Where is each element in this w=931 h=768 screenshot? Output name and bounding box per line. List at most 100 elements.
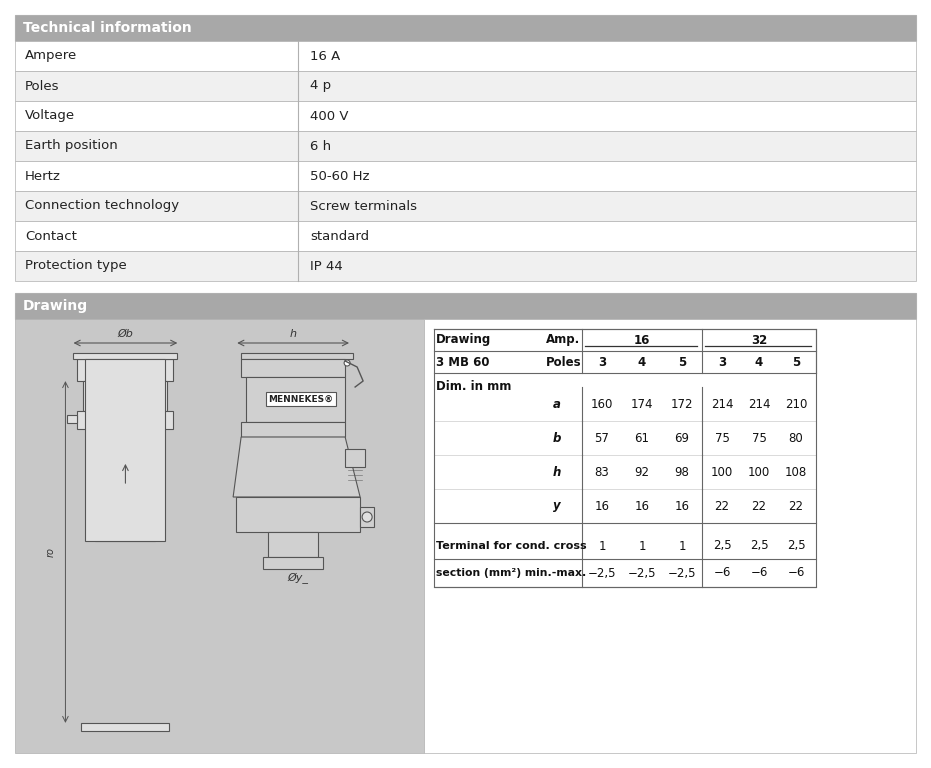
- Text: −2,5: −2,5: [587, 567, 616, 580]
- Bar: [236, 497, 360, 532]
- Text: ro: ro: [46, 547, 56, 557]
- Text: Øy_: Øy_: [288, 573, 308, 584]
- Text: 3 MB 60: 3 MB 60: [436, 356, 490, 369]
- Text: Øb: Øb: [117, 329, 133, 339]
- Text: 100: 100: [711, 465, 733, 478]
- Text: Terminal for cond. cross: Terminal for cond. cross: [436, 541, 587, 551]
- Text: Ampere: Ampere: [25, 49, 77, 62]
- Text: 16: 16: [634, 333, 650, 346]
- Text: 16 A: 16 A: [310, 49, 340, 62]
- Text: 174: 174: [630, 398, 654, 411]
- Text: 6 h: 6 h: [310, 140, 331, 153]
- Bar: [15, 251, 916, 281]
- Bar: [360, 507, 374, 527]
- Text: IP 44: IP 44: [310, 260, 343, 273]
- Bar: [15, 191, 916, 221]
- Text: 214: 214: [710, 398, 734, 411]
- Text: Earth position: Earth position: [25, 140, 117, 153]
- Text: −2,5: −2,5: [627, 567, 656, 580]
- Bar: [241, 353, 353, 359]
- Bar: [15, 319, 424, 753]
- Text: Connection technology: Connection technology: [25, 200, 179, 213]
- Bar: [77, 411, 173, 429]
- Bar: [77, 359, 173, 381]
- Bar: [103, 496, 147, 531]
- Text: 2,5: 2,5: [749, 539, 768, 552]
- Bar: [15, 221, 916, 251]
- Text: Screw terminals: Screw terminals: [310, 200, 417, 213]
- Bar: [15, 131, 916, 161]
- Bar: [15, 293, 916, 319]
- Text: standard: standard: [310, 230, 369, 243]
- Bar: [86, 359, 166, 541]
- Bar: [84, 381, 168, 411]
- Text: −6: −6: [713, 567, 731, 580]
- Text: 16: 16: [595, 499, 610, 512]
- Text: 16: 16: [635, 499, 650, 512]
- Text: 4: 4: [638, 356, 646, 369]
- Text: h: h: [553, 465, 561, 478]
- Text: 1: 1: [679, 539, 686, 552]
- Text: 69: 69: [674, 432, 690, 445]
- Text: −6: −6: [788, 567, 804, 580]
- Text: 3: 3: [598, 356, 606, 369]
- Text: MENNEKES®: MENNEKES®: [268, 395, 333, 403]
- Text: 98: 98: [675, 465, 690, 478]
- Text: 4: 4: [755, 356, 763, 369]
- Text: 75: 75: [715, 432, 729, 445]
- Text: Amp.: Amp.: [546, 333, 580, 346]
- Bar: [424, 319, 916, 753]
- Text: 210: 210: [785, 398, 807, 411]
- Text: 80: 80: [789, 432, 803, 445]
- Bar: [15, 41, 916, 71]
- Text: 2,5: 2,5: [787, 539, 805, 552]
- Text: 5: 5: [792, 356, 800, 369]
- Bar: [74, 353, 178, 359]
- Text: 50-60 Hz: 50-60 Hz: [310, 170, 370, 183]
- Text: −2,5: −2,5: [668, 567, 696, 580]
- Text: a: a: [553, 398, 561, 411]
- Circle shape: [362, 512, 372, 522]
- Bar: [241, 422, 345, 437]
- Text: 2,5: 2,5: [713, 539, 732, 552]
- Text: Drawing: Drawing: [23, 299, 88, 313]
- Text: Dim. in mm: Dim. in mm: [436, 380, 511, 393]
- Text: 3: 3: [718, 356, 726, 369]
- Text: 160: 160: [591, 398, 614, 411]
- Text: 172: 172: [670, 398, 694, 411]
- Text: h: h: [290, 329, 297, 339]
- Text: 5: 5: [678, 356, 686, 369]
- Text: 61: 61: [635, 432, 650, 445]
- Text: section (mm²) min.-max.: section (mm²) min.-max.: [436, 568, 587, 578]
- Bar: [15, 161, 916, 191]
- Bar: [246, 377, 345, 422]
- Text: b: b: [553, 432, 561, 445]
- Bar: [15, 15, 916, 41]
- Text: Voltage: Voltage: [25, 110, 75, 123]
- Text: Contact: Contact: [25, 230, 77, 243]
- Bar: [15, 71, 916, 101]
- Text: 214: 214: [748, 398, 770, 411]
- Bar: [268, 532, 318, 557]
- Text: 57: 57: [595, 432, 610, 445]
- Text: Protection type: Protection type: [25, 260, 127, 273]
- Bar: [90, 441, 160, 496]
- Text: y: y: [553, 499, 560, 512]
- Text: Poles: Poles: [25, 80, 60, 92]
- Text: 75: 75: [751, 432, 766, 445]
- Text: 1: 1: [599, 539, 606, 552]
- Bar: [96, 531, 155, 541]
- Text: 22: 22: [751, 499, 766, 512]
- Text: 400 V: 400 V: [310, 110, 348, 123]
- Text: Drawing: Drawing: [436, 333, 492, 346]
- Bar: [263, 557, 323, 569]
- Text: 1: 1: [639, 539, 646, 552]
- Circle shape: [344, 360, 350, 366]
- Text: 100: 100: [748, 465, 770, 478]
- Text: 22: 22: [789, 499, 803, 512]
- Bar: [345, 449, 365, 467]
- Text: Technical information: Technical information: [23, 21, 192, 35]
- Text: 32: 32: [751, 333, 767, 346]
- Text: 108: 108: [785, 465, 807, 478]
- Text: Poles: Poles: [546, 356, 582, 369]
